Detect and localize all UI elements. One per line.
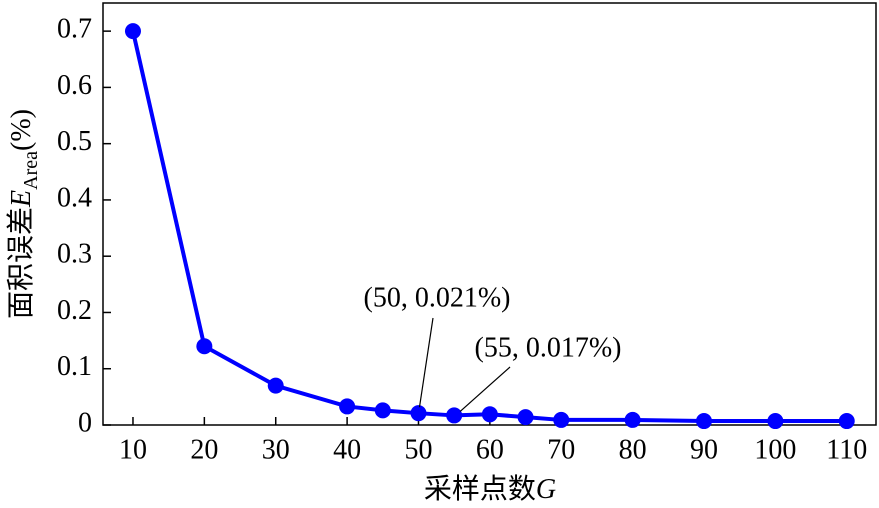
- y-tick-label: 0.3: [57, 239, 92, 270]
- x-label-text: 采样点数: [424, 473, 536, 505]
- y-tick-label: 0: [78, 407, 92, 438]
- x-tick-label: 70: [547, 434, 575, 465]
- x-axis-label: 采样点数G: [424, 473, 556, 505]
- y-tick-label: 0.7: [57, 14, 92, 45]
- y-label-sub: Area: [20, 151, 42, 190]
- x-tick-label: 100: [754, 434, 796, 465]
- x-tick-label: 60: [476, 434, 504, 465]
- x-tick-label: 110: [826, 434, 867, 465]
- marker: [446, 407, 463, 424]
- y-label-text: 面积误差: [5, 207, 37, 319]
- y-tick-label: 0.4: [57, 182, 92, 213]
- y-tick-label: 0.6: [57, 70, 92, 101]
- marker: [196, 338, 213, 355]
- x-tick-label: 40: [333, 434, 361, 465]
- annotation: (55, 0.017%): [475, 332, 622, 363]
- annotation-arrow: [459, 366, 511, 412]
- x-tick-label: 20: [190, 434, 218, 465]
- x-tick-label: 30: [262, 434, 290, 465]
- y-tick-label: 0.5: [57, 126, 92, 157]
- x-tick-label: 50: [404, 434, 432, 465]
- x-tick-label: 90: [690, 434, 718, 465]
- annotation-arrow: [418, 317, 434, 408]
- marker: [267, 377, 284, 394]
- marker: [838, 413, 855, 430]
- marker: [624, 411, 641, 428]
- y-tick-label: 0.1: [57, 351, 92, 382]
- marker: [339, 398, 356, 415]
- y-label-suffix: (%): [6, 109, 37, 151]
- marker: [517, 409, 534, 426]
- marker: [767, 413, 784, 430]
- marker: [124, 23, 141, 40]
- marker: [695, 413, 712, 430]
- y-tick-label: 0.2: [57, 295, 92, 326]
- x-label-var: G: [536, 474, 556, 505]
- marker: [410, 405, 427, 422]
- marker: [481, 406, 498, 423]
- annotation: (50, 0.021%): [364, 282, 511, 313]
- marker: [374, 402, 391, 419]
- x-tick-label: 10: [119, 434, 147, 465]
- marker: [553, 411, 570, 428]
- y-label-var: E: [6, 190, 37, 208]
- x-tick-label: 80: [619, 434, 647, 465]
- y-axis-label: 面积误差EArea(%): [5, 109, 41, 319]
- line: [131, 30, 847, 424]
